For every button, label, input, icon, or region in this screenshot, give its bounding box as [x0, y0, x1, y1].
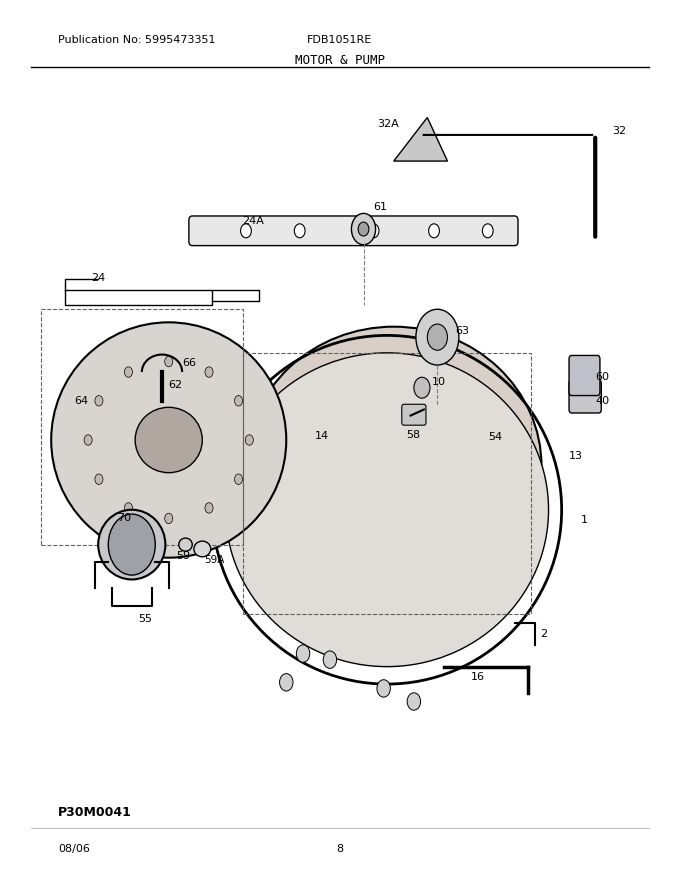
Circle shape — [84, 435, 92, 445]
Text: 1: 1 — [581, 515, 588, 525]
Circle shape — [95, 474, 103, 485]
Circle shape — [352, 213, 375, 245]
Ellipse shape — [98, 510, 165, 579]
Circle shape — [241, 224, 252, 238]
Circle shape — [323, 651, 337, 669]
Circle shape — [416, 309, 459, 365]
FancyBboxPatch shape — [569, 380, 601, 413]
Text: 66: 66 — [182, 357, 196, 368]
Text: 55: 55 — [138, 614, 152, 624]
Text: 32A: 32A — [377, 120, 398, 129]
FancyBboxPatch shape — [569, 356, 600, 395]
Circle shape — [296, 645, 310, 663]
Text: MOTOR & PUMP: MOTOR & PUMP — [295, 54, 385, 67]
Text: 54: 54 — [488, 432, 502, 443]
Text: 70: 70 — [117, 513, 131, 523]
Text: 10: 10 — [431, 377, 445, 386]
Text: 14: 14 — [314, 430, 328, 441]
Circle shape — [205, 502, 213, 513]
Text: FDB1051RE: FDB1051RE — [307, 34, 372, 45]
Text: 08/06: 08/06 — [58, 844, 90, 854]
Circle shape — [294, 224, 305, 238]
Ellipse shape — [246, 326, 541, 605]
Circle shape — [124, 502, 133, 513]
Text: 59: 59 — [176, 551, 190, 561]
Text: 63: 63 — [456, 326, 469, 336]
Text: 64: 64 — [75, 396, 89, 406]
Circle shape — [414, 378, 430, 398]
Text: 62: 62 — [169, 380, 183, 390]
Circle shape — [428, 224, 439, 238]
Text: 58: 58 — [406, 429, 420, 439]
Circle shape — [368, 224, 379, 238]
Polygon shape — [394, 436, 428, 466]
Polygon shape — [360, 436, 394, 466]
Ellipse shape — [275, 362, 512, 571]
Text: Publication No: 5995473351: Publication No: 5995473351 — [58, 34, 216, 45]
Ellipse shape — [135, 407, 203, 473]
Text: 13: 13 — [568, 451, 582, 461]
Circle shape — [165, 356, 173, 367]
Polygon shape — [373, 466, 394, 507]
Circle shape — [427, 324, 447, 350]
Text: 2: 2 — [540, 628, 547, 639]
Circle shape — [124, 367, 133, 378]
Text: 40: 40 — [595, 396, 609, 406]
FancyBboxPatch shape — [402, 404, 426, 425]
Ellipse shape — [51, 322, 286, 558]
Circle shape — [205, 367, 213, 378]
Text: 24A: 24A — [243, 216, 265, 226]
Circle shape — [235, 395, 243, 406]
Text: 61: 61 — [373, 202, 388, 211]
Polygon shape — [394, 118, 447, 161]
Circle shape — [235, 474, 243, 485]
Circle shape — [358, 222, 369, 236]
Text: 8: 8 — [337, 844, 343, 854]
Text: 32: 32 — [612, 126, 626, 136]
Circle shape — [279, 673, 293, 691]
Circle shape — [245, 435, 254, 445]
Ellipse shape — [179, 538, 192, 551]
Text: P30M0041: P30M0041 — [58, 806, 132, 819]
Circle shape — [482, 224, 493, 238]
Circle shape — [165, 513, 173, 524]
Circle shape — [377, 679, 390, 697]
Circle shape — [95, 395, 103, 406]
Text: 60: 60 — [595, 372, 609, 382]
Text: 24: 24 — [92, 273, 105, 283]
Circle shape — [108, 514, 155, 576]
Ellipse shape — [194, 541, 211, 557]
Text: 16: 16 — [471, 672, 485, 682]
Circle shape — [407, 693, 421, 710]
Text: 59A: 59A — [204, 555, 224, 565]
FancyBboxPatch shape — [189, 216, 518, 246]
Ellipse shape — [226, 353, 549, 667]
